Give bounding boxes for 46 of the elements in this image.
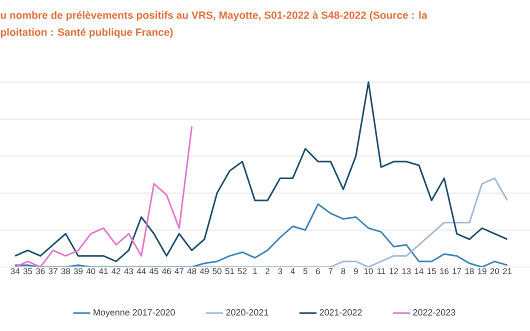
x-tick-label: 4 [290, 268, 295, 274]
x-tick-label: 8 [341, 268, 346, 274]
legend-label: 2022-2023 [413, 309, 456, 316]
x-tick-label: 44 [136, 268, 146, 274]
x-tick-label: 7 [328, 268, 333, 274]
x-tick-label: 20 [490, 268, 500, 274]
x-tick-label: 10 [364, 268, 373, 274]
x-tick-label: 6 [316, 268, 320, 274]
x-tick-label: 39 [74, 268, 83, 274]
x-tick-label: 50 [212, 268, 222, 274]
legend-label: 2021-2022 [320, 309, 362, 316]
x-tick-label: 17 [452, 268, 462, 274]
x-tick-label: 3 [278, 268, 282, 274]
x-tick-label: 11 [377, 268, 386, 274]
x-tick-label: 37 [48, 268, 58, 274]
x-tick-label: 46 [162, 268, 171, 274]
x-tick-label: 12 [390, 268, 398, 274]
x-tick-label: 42 [112, 268, 120, 274]
x-tick-label: 47 [174, 268, 184, 274]
x-tick-label: 48 [187, 268, 196, 274]
chart-subtitle: ploitation : Santé publique France) [0, 28, 173, 38]
x-tick-label: 52 [238, 268, 247, 274]
x-tick-label: 35 [23, 268, 32, 274]
x-tick-label: 15 [428, 268, 436, 274]
x-tick-label: 5 [303, 268, 308, 274]
x-tick-label: 2 [266, 268, 270, 274]
chart-title: u nombre de prélèvements positifs au VRS, Mayotte, S01-2022 à S48-2022 (Source : la [0, 11, 428, 21]
x-tick-label: 36 [36, 268, 45, 274]
x-tick-label: 9 [354, 268, 358, 274]
x-tick-label: 49 [200, 268, 209, 274]
legend-label: Moyenne 2017-2020 [94, 309, 175, 318]
x-tick-label: 41 [98, 268, 108, 274]
x-tick-label: 21 [503, 268, 512, 274]
x-tick-label: 13 [402, 268, 411, 274]
x-tick-label: 45 [149, 268, 158, 274]
x-tick-label: 14 [414, 268, 424, 274]
x-tick-label: 38 [61, 268, 70, 274]
x-tick-label: 34 [10, 268, 20, 274]
x-tick-label: 40 [86, 268, 96, 274]
x-tick-label: 51 [225, 268, 234, 274]
x-tick-label: 19 [478, 268, 486, 274]
x-tick-label: 16 [440, 268, 449, 274]
x-tick-label: 1 [253, 268, 257, 274]
legend-label: 2020-2021 [226, 309, 268, 316]
x-tick-label: 43 [124, 268, 134, 274]
x-tick-label: 18 [465, 268, 474, 274]
